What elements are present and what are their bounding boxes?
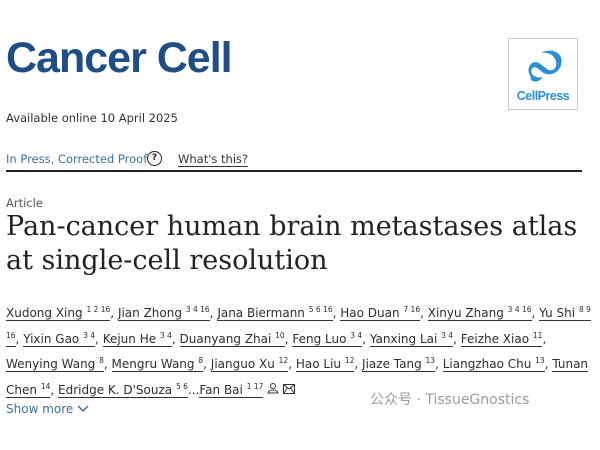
author-affiliation: 12 xyxy=(278,356,289,365)
watermark: 公众号 · TissueGnostics xyxy=(370,392,530,408)
author-name: Liangzhao Chu xyxy=(442,357,532,371)
author-link[interactable]: Hao Duan 7 16 xyxy=(340,305,421,321)
author-name: Wenying Wang xyxy=(6,357,96,371)
author-link[interactable]: Xudong Xing 1 2 16 xyxy=(6,305,111,321)
author-name: Feizhe Xiao xyxy=(460,331,530,346)
author-name: Edridge K. D'Souza xyxy=(58,382,173,397)
show-more-button[interactable]: Show more xyxy=(6,402,89,416)
author-affiliation: 11 xyxy=(532,330,543,340)
author-list: Xudong Xing 1 2 16, Jian Zhong 3 4 16, J… xyxy=(6,305,591,398)
author-link[interactable]: Yu Shi 8 9 16 xyxy=(6,305,591,347)
author-link[interactable]: Kejun He 3 4 xyxy=(102,330,172,347)
author-affiliation: 3 4 xyxy=(441,330,454,340)
author-link[interactable]: Jian Zhong 3 4 16 xyxy=(117,305,210,321)
author-link[interactable]: Duanyang Zhai 10 xyxy=(179,330,285,347)
cellpress-emblem-icon xyxy=(528,50,562,82)
author-name: Xinyu Zhang xyxy=(427,306,504,320)
author-affiliation: 8 xyxy=(198,356,204,365)
author-affiliation: 5 6 16 xyxy=(308,305,333,314)
whats-this-link[interactable]: What's this? xyxy=(178,152,249,167)
author-name: Yanxing Lai xyxy=(369,331,438,346)
author-link[interactable]: Wenying Wang 8 xyxy=(6,356,104,372)
author-name: Duanyang Zhai xyxy=(179,331,272,346)
author-name: Kejun He xyxy=(102,331,157,346)
author-link[interactable]: Yixin Gao 3 4 xyxy=(23,330,96,347)
author-affiliation: 8 xyxy=(99,356,104,365)
author-link[interactable]: Mengru Wang 8 xyxy=(111,356,204,372)
author-link[interactable]: Feng Luo 3 4 xyxy=(292,330,363,347)
author-link[interactable]: Fan Bai 1 17 xyxy=(199,381,264,398)
author-link[interactable]: Jiaze Tang 13 xyxy=(362,356,436,372)
author-affiliation: 14 xyxy=(40,381,51,391)
author-link[interactable]: Jana Biermann 5 6 16 xyxy=(217,305,333,321)
author-link[interactable]: Hao Liu 12 xyxy=(295,356,355,372)
article-type: Article xyxy=(6,196,43,210)
person-icon[interactable] xyxy=(267,382,279,394)
author-ellipsis[interactable]: ... xyxy=(187,382,200,397)
author-link[interactable]: Jianguo Xu 12 xyxy=(210,356,289,372)
cellpress-logo-text: CellPress xyxy=(516,89,570,103)
author-link[interactable]: Yanxing Lai 3 4 xyxy=(369,330,454,347)
author-affiliation: 1 2 16 xyxy=(86,305,111,314)
author-link[interactable]: Tunan Chen 14 xyxy=(6,357,589,398)
author-name: Feng Luo xyxy=(292,331,347,346)
author-name: Xudong Xing xyxy=(6,306,83,320)
divider xyxy=(6,170,582,172)
author-link[interactable]: Edridge K. D'Souza 5 6 xyxy=(58,381,188,398)
author-link[interactable]: Feizhe Xiao 11 xyxy=(460,330,543,347)
author-affiliation: 13 xyxy=(425,356,436,365)
show-more-label: Show more xyxy=(6,402,74,416)
author-link[interactable]: Xinyu Zhang 3 4 16 xyxy=(427,305,532,321)
author-affiliation: 3 4 xyxy=(159,330,172,340)
author-affiliation: 8 9 16 xyxy=(6,305,591,340)
author-name: Jianguo Xu xyxy=(210,357,275,371)
article-title: Pan-cancer human brain metastases atlas … xyxy=(6,211,578,276)
cellpress-logo[interactable]: CellPress xyxy=(508,38,578,110)
author-name: Jiaze Tang xyxy=(362,357,422,371)
author-affiliation: 10 xyxy=(275,330,285,340)
question-circle-icon[interactable]: ? xyxy=(147,151,162,166)
author-affiliation: 7 16 xyxy=(403,305,421,314)
author-name: Yu Shi xyxy=(539,306,576,320)
author-name: Mengru Wang xyxy=(111,357,195,371)
author-name: Hao Liu xyxy=(295,357,342,371)
author-affiliation: 3 4 xyxy=(83,330,96,340)
article-status: In Press, Corrected Proof xyxy=(6,152,148,166)
envelope-icon[interactable] xyxy=(283,383,296,394)
author-name: Tunan Chen xyxy=(6,357,589,397)
author-name: Jana Biermann xyxy=(217,306,305,320)
author-name: Hao Duan xyxy=(340,306,400,320)
author-affiliation: 3 4 16 xyxy=(185,305,210,314)
author-name: Yixin Gao xyxy=(23,331,80,346)
author-affiliation: 12 xyxy=(344,356,355,365)
journal-title[interactable]: Cancer Cell xyxy=(6,34,233,82)
available-online-date: Available online 10 April 2025 xyxy=(6,111,178,125)
author-affiliation: 13 xyxy=(535,356,545,365)
author-affiliation: 3 4 xyxy=(350,330,363,340)
author-name: Fan Bai xyxy=(199,382,243,397)
author-affiliation: 5 6 xyxy=(175,381,188,391)
author-name: Jian Zhong xyxy=(117,306,182,320)
chevron-down-icon xyxy=(77,405,89,413)
author-link[interactable]: Liangzhao Chu 13 xyxy=(442,356,545,372)
author-affiliation: 3 4 16 xyxy=(507,305,532,314)
author-affiliation: 1 17 xyxy=(246,381,264,391)
